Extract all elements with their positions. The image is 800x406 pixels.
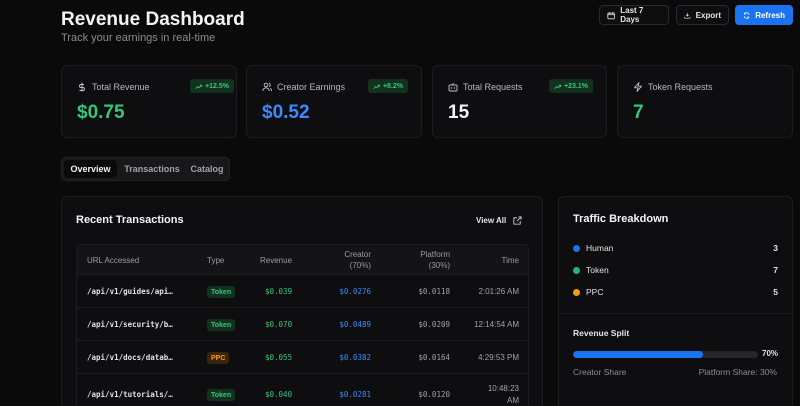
- col-creator: Creator (70%): [344, 250, 371, 270]
- row-time: 4:29:53 PM: [478, 353, 519, 362]
- stat-card-total-requests: Total Requests +23.1% 15: [432, 65, 607, 138]
- stat-card-token-requests: Token Requests 7: [617, 65, 793, 138]
- traffic-item-human: Human 3: [573, 243, 778, 253]
- legend-dot: [573, 288, 580, 296]
- refresh-label: Refresh: [755, 10, 785, 20]
- row-creator: $0.0276: [339, 287, 371, 296]
- col-platform: Platform (30%): [420, 250, 450, 270]
- stat-value: 15: [448, 102, 470, 123]
- trend-badge: +12.5%: [190, 79, 234, 93]
- date-range-button[interactable]: Last 7 Days: [599, 5, 669, 25]
- trending-up-icon: [554, 84, 562, 89]
- legend-dot: [573, 266, 580, 274]
- row-revenue: $0.070: [265, 320, 293, 329]
- row-time: 10:48:23 AM: [487, 384, 519, 405]
- traffic-item-ppc: PPC 5: [573, 287, 778, 297]
- refresh-button[interactable]: Refresh: [735, 5, 793, 25]
- row-time: 12:14:54 AM: [474, 320, 519, 329]
- transactions-table: URL Accessed Type Revenue Creator (70%) P…: [76, 244, 529, 406]
- recent-transactions-title: Recent Transactions: [76, 214, 184, 226]
- row-platform: $0.0209: [418, 320, 450, 329]
- revenue-split-percent: 70%: [762, 349, 779, 358]
- traffic-count: 3: [773, 243, 778, 253]
- users-icon: [262, 82, 272, 92]
- col-type: Type: [207, 256, 225, 265]
- table-row[interactable]: /api/v1/guides/api… Token $0.039 $0.0276…: [77, 275, 528, 308]
- dollar-icon: [79, 82, 85, 92]
- stat-value: $0.52: [262, 102, 310, 123]
- type-badge: Token: [207, 389, 236, 401]
- row-url: /api/v1/docs/datab…: [87, 353, 173, 362]
- legend-dot: [573, 244, 580, 252]
- row-revenue: $0.039: [265, 287, 293, 296]
- row-url: /api/v1/tutorials/…: [87, 390, 173, 399]
- revenue-split-title: Revenue Split: [573, 328, 630, 338]
- traffic-count: 5: [773, 287, 778, 297]
- traffic-count: 7: [773, 265, 778, 275]
- stat-value: 7: [633, 102, 644, 123]
- recent-transactions-panel: [61, 196, 543, 406]
- stat-label: Creator Earnings: [277, 82, 346, 92]
- download-icon: [684, 12, 691, 18]
- table-row[interactable]: /api/v1/docs/datab… PPC $0.055 $0.0382 $…: [77, 341, 528, 374]
- table-header: URL Accessed Type Revenue Creator (70%) P…: [77, 245, 528, 275]
- col-url: URL Accessed: [87, 256, 140, 265]
- external-link-icon: [513, 216, 522, 225]
- export-label: Export: [695, 10, 721, 20]
- trending-up-icon: [195, 84, 203, 89]
- stat-value: $0.75: [77, 102, 125, 123]
- traffic-breakdown-panel: [558, 196, 793, 406]
- zap-icon: [634, 82, 642, 92]
- table-row[interactable]: /api/v1/tutorials/… Token $0.040 $0.0281…: [77, 374, 528, 406]
- row-creator: $0.0281: [339, 390, 371, 399]
- view-tabs: Overview Transactions Catalog: [61, 157, 230, 181]
- revenue-split-fill: [573, 351, 703, 358]
- calendar-icon: [607, 11, 615, 19]
- row-platform: $0.0118: [418, 287, 450, 296]
- table-row[interactable]: /api/v1/security/b… Token $0.070 $0.0489…: [77, 308, 528, 341]
- trending-up-icon: [373, 84, 380, 89]
- trend-badge: +8.2%: [367, 79, 408, 93]
- type-badge: Token: [207, 286, 236, 298]
- stat-card-creator-earnings: Creator Earnings +8.2% $0.52: [246, 65, 422, 138]
- export-button[interactable]: Export: [676, 5, 729, 25]
- revenue-split-bar: [573, 351, 758, 358]
- type-badge: PPC: [207, 352, 230, 364]
- row-revenue: $0.040: [265, 390, 293, 399]
- traffic-breakdown-title: Traffic Breakdown: [573, 213, 669, 225]
- tab-catalog[interactable]: Catalog: [190, 164, 224, 174]
- stat-label: Total Requests: [463, 82, 523, 92]
- trend-badge: +23.1%: [549, 79, 593, 93]
- stat-card-total-revenue: Total Revenue +12.5% $0.75: [61, 65, 237, 138]
- stat-label: Total Revenue: [92, 82, 150, 92]
- row-creator: $0.0382: [339, 353, 371, 362]
- traffic-item-token: Token 7: [573, 265, 778, 275]
- row-platform: $0.0164: [418, 353, 450, 362]
- refresh-icon: [743, 11, 750, 19]
- row-url: /api/v1/security/b…: [87, 320, 173, 329]
- page-subtitle: Track your earnings in real-time: [61, 32, 216, 44]
- platform-share-label: Platform Share: 30%: [698, 367, 777, 377]
- row-url: /api/v1/guides/api…: [87, 287, 173, 296]
- section-divider: [559, 313, 792, 314]
- view-all-link[interactable]: View All: [476, 216, 522, 225]
- bot-icon: [448, 83, 458, 92]
- col-revenue: Revenue: [260, 256, 293, 265]
- type-badge: Token: [207, 319, 236, 331]
- date-range-label: Last 7 Days: [620, 6, 644, 24]
- row-creator: $0.0489: [339, 320, 371, 329]
- tab-overview[interactable]: Overview: [64, 160, 117, 178]
- creator-share-label: Creator Share: [573, 367, 627, 377]
- tab-transactions[interactable]: Transactions: [124, 164, 180, 174]
- row-time: 2:01:26 AM: [478, 287, 519, 296]
- col-time: Time: [501, 256, 519, 265]
- stat-label: Token Requests: [648, 82, 713, 92]
- page-title: Revenue Dashboard: [61, 9, 245, 30]
- row-revenue: $0.055: [265, 353, 293, 362]
- row-platform: $0.0120: [418, 390, 450, 399]
